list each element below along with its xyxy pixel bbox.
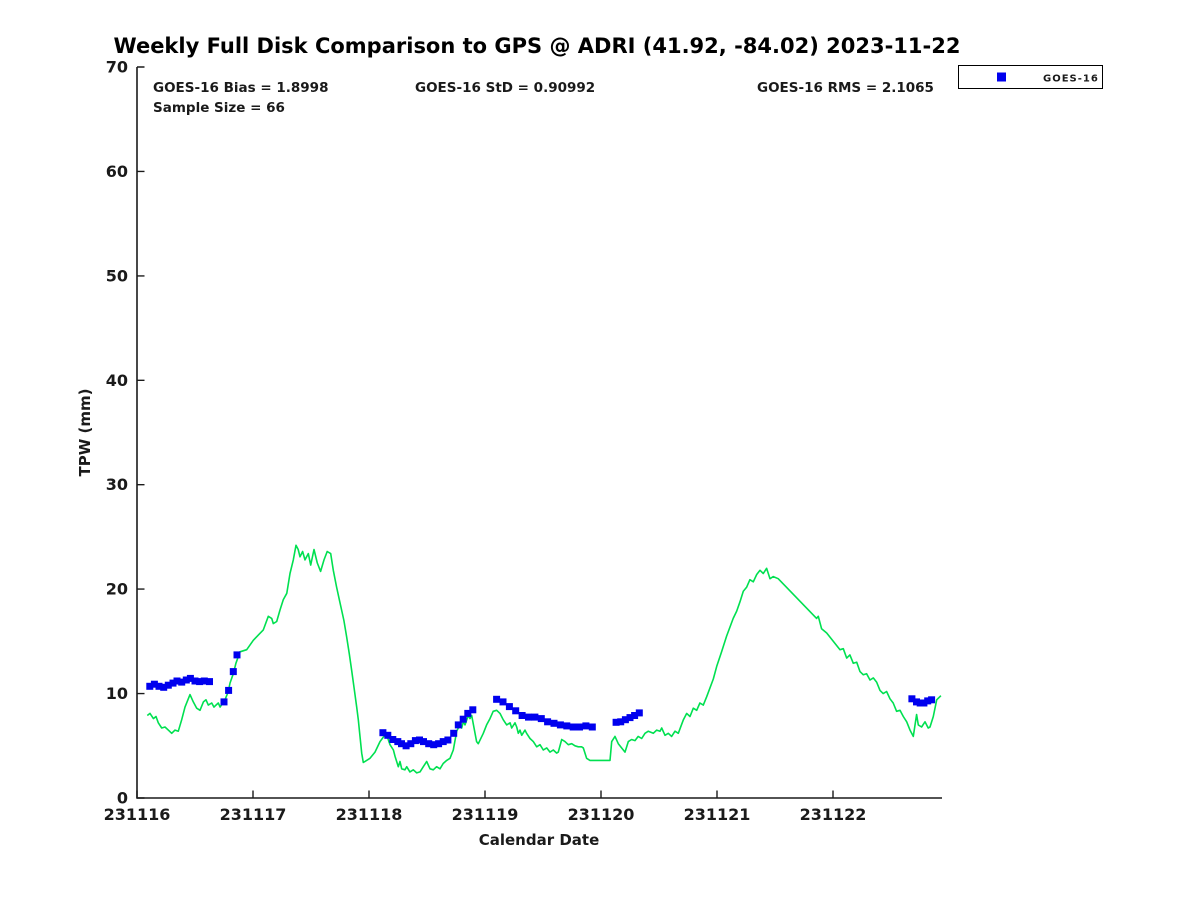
- goes16-data-point: [191, 677, 199, 685]
- goes16-data-point: [464, 709, 472, 717]
- legend-label-goes16: GOES-16: [1043, 74, 1099, 85]
- goes16-data-point: [379, 729, 387, 737]
- goes16-data-point: [402, 742, 410, 750]
- chart-title: Weekly Full Disk Comparison to GPS @ ADR…: [114, 34, 961, 58]
- stat-bias: GOES-16 Bias = 1.8998: [153, 80, 328, 96]
- y-tick-label: 50: [106, 266, 128, 285]
- x-tick-label: 231117: [220, 805, 287, 824]
- goes16-data-point: [233, 651, 241, 659]
- x-tick-label: 231119: [452, 805, 519, 824]
- goes16-data-point: [525, 713, 532, 721]
- x-axis-label: Calendar Date: [479, 831, 600, 849]
- goes16-data-point: [178, 678, 186, 686]
- goes16-data-point: [505, 703, 513, 711]
- goes16-data-point: [164, 681, 172, 689]
- y-tick-label: 20: [106, 580, 128, 599]
- goes16-data-point: [512, 707, 520, 715]
- goes16-data-point: [569, 723, 577, 731]
- y-tick-label: 10: [106, 684, 128, 703]
- goes16-data-point: [920, 699, 928, 707]
- goes16-data-point: [563, 722, 571, 730]
- goes16-data-point: [196, 678, 204, 686]
- goes16-data-point: [617, 718, 625, 726]
- goes16-data-point: [439, 738, 447, 746]
- x-tick-label: 231121: [684, 805, 751, 824]
- axis-frame: [136, 67, 942, 799]
- goes16-data-point: [493, 695, 501, 703]
- goes16-data-point: [635, 709, 643, 717]
- stat-rms: GOES-16 RMS = 2.1065: [757, 80, 934, 96]
- goes16-data-point: [186, 674, 194, 682]
- goes16-data-point: [225, 686, 233, 694]
- goes16-data-point: [150, 680, 158, 688]
- goes16-data-point: [169, 679, 177, 687]
- goes16-data-point: [182, 676, 190, 684]
- y-tick-label: 40: [106, 371, 128, 390]
- goes16-data-point: [411, 737, 419, 745]
- goes16-data-point: [631, 712, 639, 719]
- goes16-data-point: [908, 695, 916, 703]
- goes16-data-point: [612, 718, 620, 726]
- goes16-data-point: [582, 722, 590, 730]
- goes16-data-point: [155, 682, 163, 690]
- goes16-data-point: [200, 677, 208, 685]
- goes16-data-point: [229, 668, 237, 676]
- goes16-data-point: [550, 719, 558, 727]
- y-tick-label: 70: [106, 58, 128, 77]
- stat-std: GOES-16 StD = 0.90992: [415, 80, 595, 96]
- y-tick-label: 0: [117, 789, 128, 808]
- goes16-data-point: [389, 736, 397, 743]
- goes16-data-point: [454, 721, 462, 729]
- legend: GOES-16: [958, 65, 1103, 89]
- goes16-data-point: [444, 736, 452, 744]
- goes16-data-point: [416, 736, 423, 744]
- x-tick-label: 231118: [336, 805, 403, 824]
- goes16-data-point: [626, 714, 634, 722]
- goes16-data-point: [469, 706, 477, 714]
- legend-marker-goes16: [997, 72, 1006, 82]
- goes16-data-point: [928, 696, 936, 704]
- goes16-data-point: [916, 699, 924, 707]
- x-tick-label: 231120: [568, 805, 635, 824]
- goes16-data-point: [173, 677, 181, 685]
- goes16-data-point: [430, 741, 438, 749]
- goes16-data-point: [420, 738, 427, 746]
- goes16-data-point: [556, 721, 564, 729]
- y-tick-label: 30: [106, 475, 128, 494]
- goes16-data-point: [435, 740, 443, 748]
- goes16-data-point: [499, 698, 507, 706]
- goes16-data-point: [588, 723, 596, 731]
- goes16-data-point: [384, 731, 392, 739]
- goes16-data-point: [220, 698, 228, 706]
- goes16-data-point: [913, 698, 920, 706]
- goes16-data-point: [425, 740, 433, 748]
- y-tick-label: 60: [106, 162, 128, 181]
- x-tick-label: 231116: [104, 805, 171, 824]
- goes16-data-point: [544, 718, 552, 726]
- goes16-data-point: [146, 682, 154, 690]
- goes16-data-point: [537, 715, 545, 723]
- goes16-data-point: [621, 716, 629, 724]
- goes16-data-point: [576, 723, 583, 731]
- data-series-layer: [146, 544, 942, 774]
- goes16-data-point: [398, 740, 405, 748]
- y-axis-label: TPW (mm): [76, 389, 94, 477]
- goes16-data-point: [206, 678, 213, 686]
- goes16-data-point: [459, 715, 467, 723]
- stat-sample-size: Sample Size = 66: [153, 100, 285, 116]
- x-tick-label: 231122: [800, 805, 867, 824]
- x-tick-marks: [136, 790, 834, 798]
- y-tick-marks: [137, 66, 145, 799]
- goes16-data-point: [924, 697, 932, 705]
- goes16-data-point: [531, 713, 539, 721]
- goes16-data-point: [450, 729, 458, 737]
- legend-box: [958, 65, 1103, 89]
- goes16-data-point: [518, 712, 526, 719]
- gps-line: [146, 544, 942, 774]
- goes16-data-point: [407, 740, 415, 748]
- goes16-data-point: [160, 683, 168, 691]
- goes16-data-point: [394, 738, 402, 746]
